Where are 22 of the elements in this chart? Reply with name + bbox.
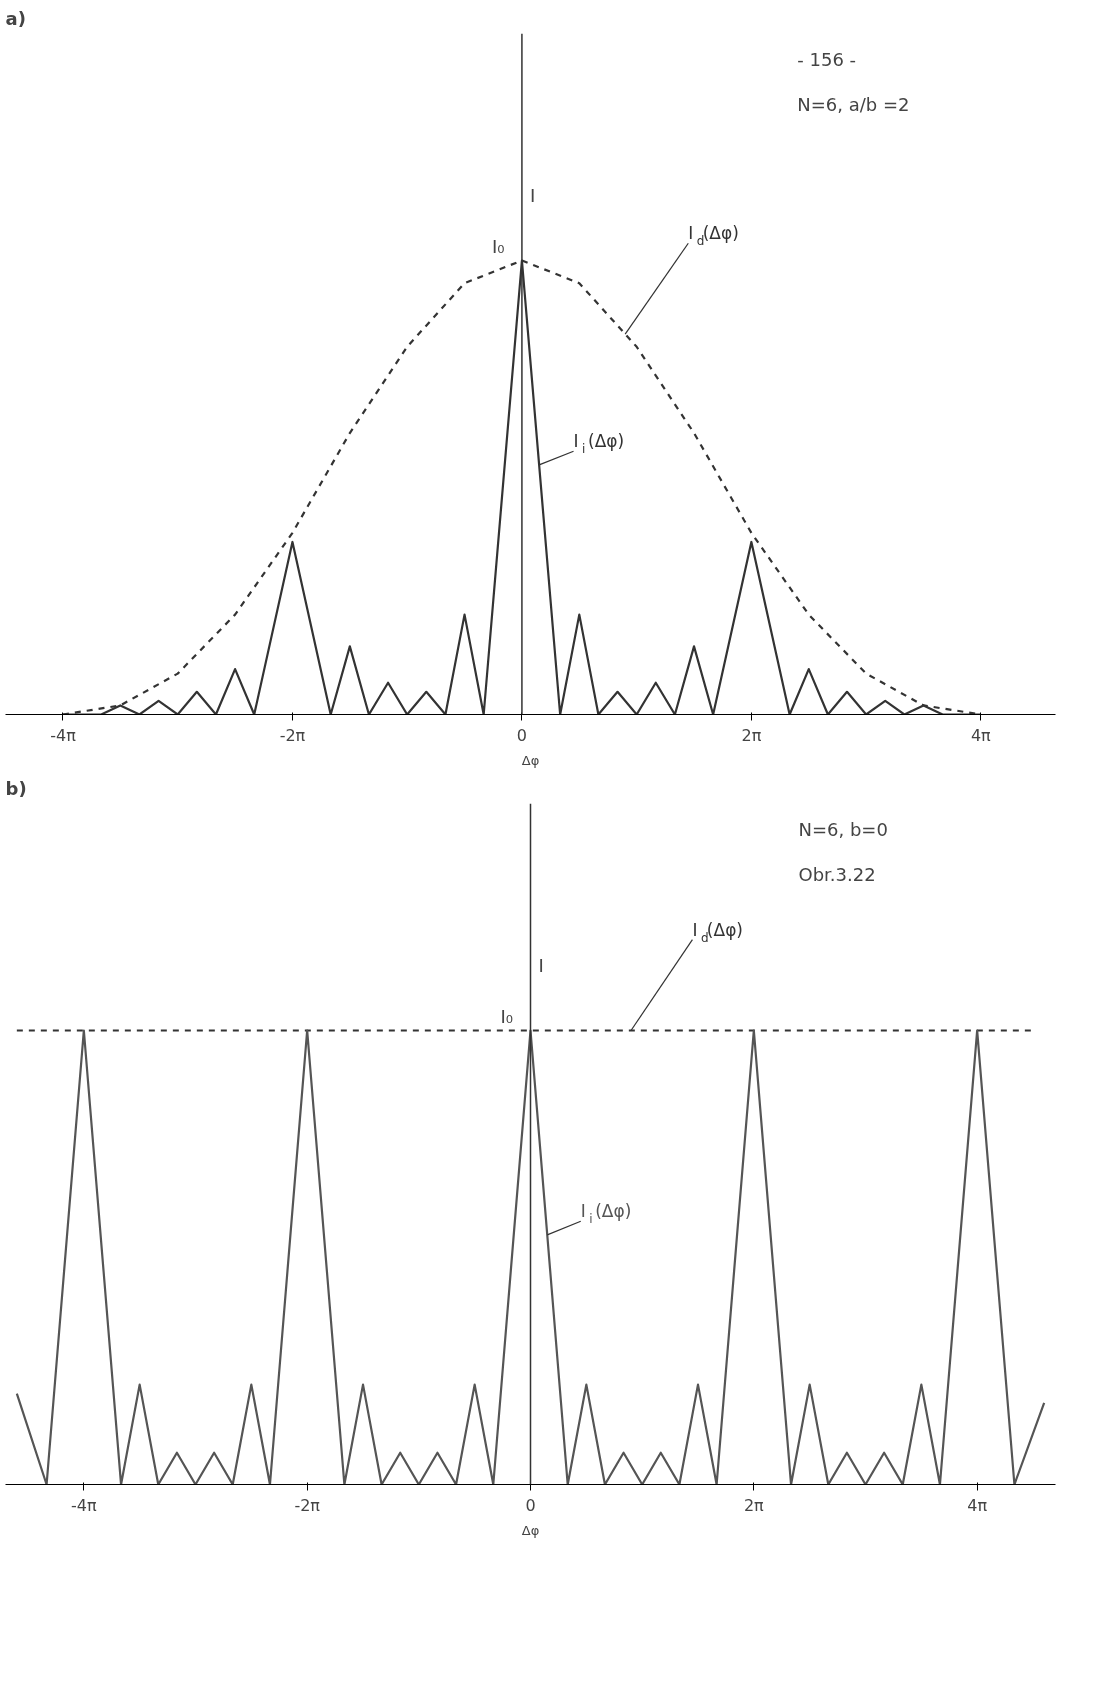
x-tick-label: -2π [279,725,306,745]
x-tick-label: 0 [525,1495,536,1515]
text: Obr.3.22 [798,864,876,886]
x-axis-title: Δφ [521,752,540,768]
chart-title: a) [5,7,26,29]
x-tick-label: 0 [516,725,528,745]
x-axis-title: Δφ [521,1522,540,1538]
x-tick-label: 2π [741,725,762,745]
text: - 156 - [797,48,857,70]
annotation: I₀ [500,1005,514,1027]
text: N=6, b=0 [798,818,888,840]
x-tick-label: -4π [71,1495,97,1515]
x-tick-label: 2π [743,1495,765,1515]
x-tick-label: -4π [50,725,77,745]
annotation: I₀ [491,235,505,257]
x-tick-label: -2π [294,1495,321,1515]
y-axis-title: I [538,955,544,977]
text: N=6, a/b =2 [797,94,910,116]
x-tick-label: 4π [967,1495,988,1515]
x-tick-label: 4π [970,725,992,745]
y-axis-title: I [529,185,536,207]
chart-title: b) [5,777,27,799]
